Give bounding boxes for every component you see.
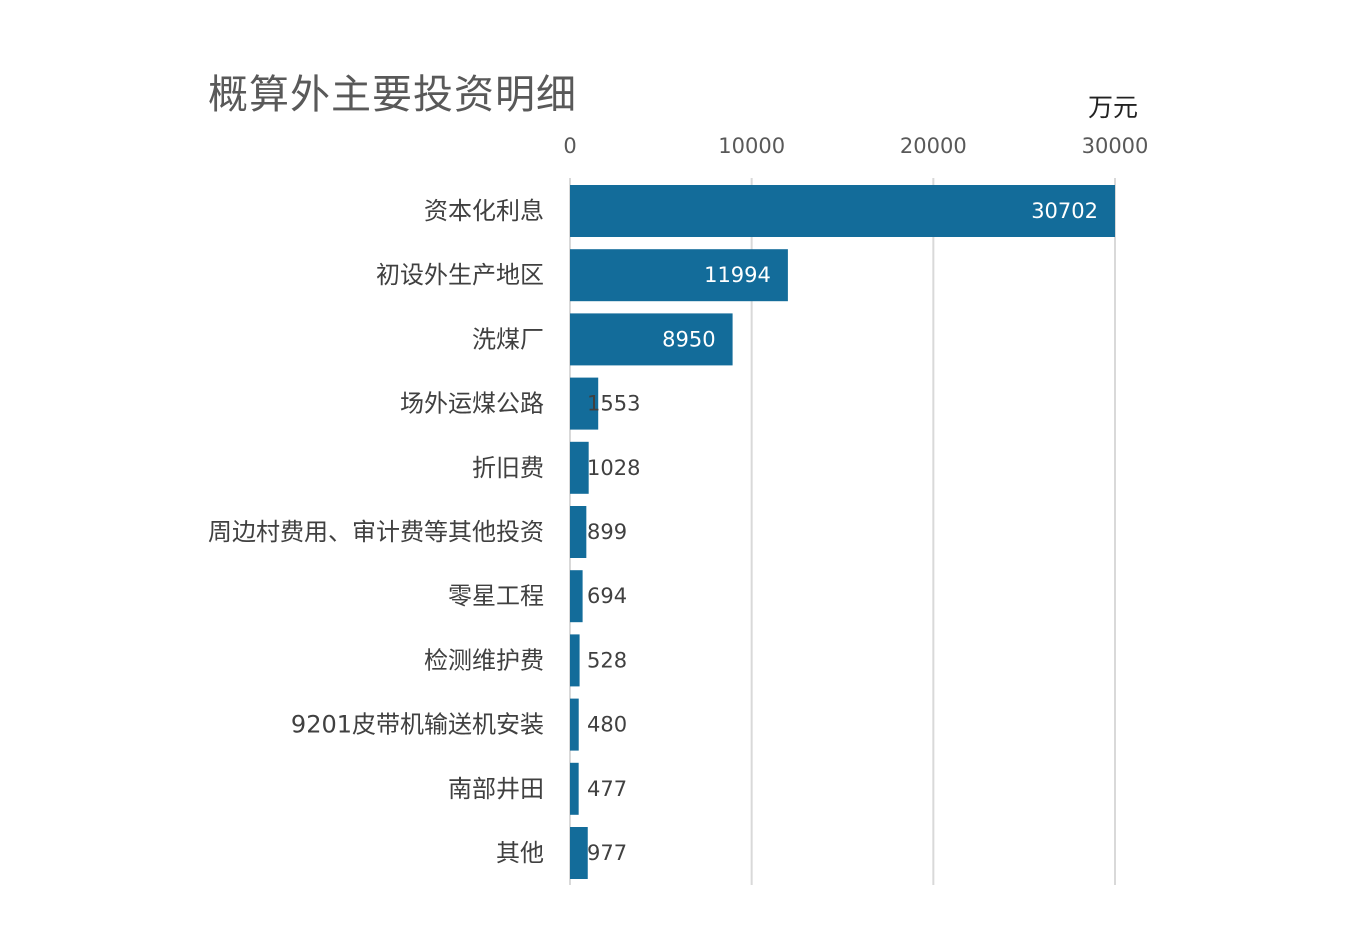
bar [570, 185, 1115, 237]
unit-label: 万元 [1088, 93, 1139, 122]
value-label: 899 [587, 520, 627, 544]
category-label: 场外运煤公路 [400, 390, 544, 418]
category-label: 检测维护费 [424, 646, 544, 674]
category-label: 初设外生产地区 [376, 261, 544, 289]
bar [570, 506, 587, 558]
bar [570, 249, 788, 302]
category-label: 其他 [496, 839, 544, 867]
category-label: 南部井田 [448, 775, 544, 803]
category-label: 周边村费用、审计费等其他投资 [208, 518, 544, 546]
chart-title: 概算外主要投资明细 [208, 72, 577, 118]
value-label: 8950 [662, 327, 715, 351]
x-tick-label: 10000 [718, 134, 785, 158]
x-axis-ticks: 0 10000 20000 30000 [563, 134, 1148, 158]
value-label: 1028 [587, 456, 640, 480]
bars [570, 185, 1115, 879]
bar [570, 762, 579, 815]
bar [570, 441, 589, 494]
category-label: 折旧费 [472, 454, 544, 482]
category-label: 洗煤厂 [472, 325, 544, 353]
category-label: 9201皮带机输送机安装 [291, 711, 544, 739]
bar [570, 827, 588, 879]
x-tick-label: 0 [563, 134, 576, 158]
bar [570, 570, 583, 623]
value-label: 694 [587, 584, 627, 608]
x-tick-label: 30000 [1082, 134, 1149, 158]
category-label: 零星工程 [448, 582, 544, 610]
value-label: 1553 [587, 392, 640, 416]
value-label: 480 [587, 713, 627, 737]
category-labels: 资本化利息初设外生产地区洗煤厂场外运煤公路折旧费周边村费用、审计费等其他投资零星… [208, 197, 544, 867]
value-labels: 30702 11994 8950 1553 1028 899 694 528 480 477 977 [587, 199, 1098, 865]
value-label: 528 [587, 648, 627, 672]
value-label: 11994 [704, 263, 771, 287]
category-label: 资本化利息 [424, 197, 544, 225]
bar [570, 377, 599, 430]
bar [570, 634, 580, 687]
value-label: 477 [587, 777, 627, 801]
value-label: 977 [587, 841, 627, 865]
bar [570, 313, 733, 366]
value-label: 30702 [1031, 199, 1098, 223]
x-tick-label: 20000 [900, 134, 967, 158]
bar [570, 698, 579, 751]
